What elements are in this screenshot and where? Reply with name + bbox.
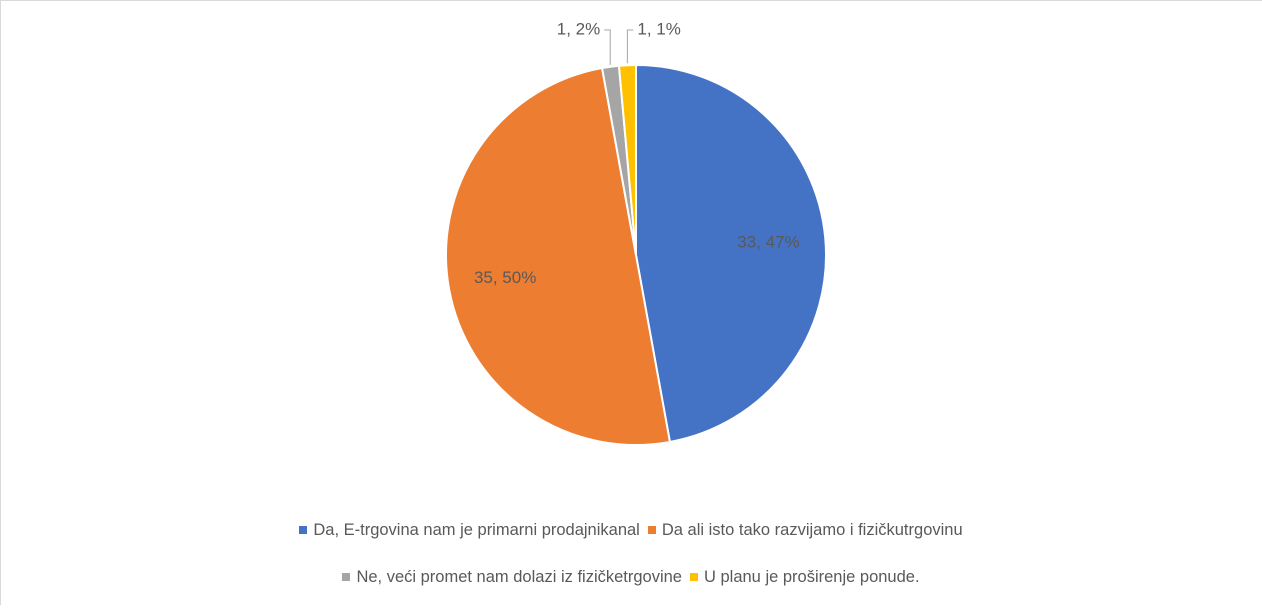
data-label: 33, 47% xyxy=(737,233,799,252)
legend-label: Da ali isto tako razvijamo i fizičkutrgo… xyxy=(662,521,963,540)
legend-item: U planu je proširenje ponude. xyxy=(690,561,920,593)
legend-label: Da, E-trgovina nam je primarni prodajnik… xyxy=(313,521,640,540)
data-label: 1, 1% xyxy=(637,19,680,38)
legend-swatch xyxy=(690,573,698,581)
leader-line xyxy=(604,30,610,65)
legend-item: Ne, veći promet nam dolazi iz fizičketrg… xyxy=(342,561,682,593)
legend-row: Ne, veći promet nam dolazi iz fizičketrg… xyxy=(0,561,1262,608)
legend-swatch xyxy=(342,573,350,581)
legend-label: Ne, veći promet nam dolazi iz fizičketrg… xyxy=(356,568,682,587)
legend-item: Da, E-trgovina nam je primarni prodajnik… xyxy=(299,514,640,546)
leader-line xyxy=(627,30,633,63)
legend-label: U planu je proširenje ponude. xyxy=(704,568,920,587)
legend-swatch xyxy=(299,526,307,534)
legend: Da, E-trgovina nam je primarni prodajnik… xyxy=(0,514,1262,608)
legend-item: Da ali isto tako razvijamo i fizičkutrgo… xyxy=(648,514,963,546)
legend-swatch xyxy=(648,526,656,534)
data-label: 1, 2% xyxy=(557,19,600,38)
legend-row: Da, E-trgovina nam je primarni prodajnik… xyxy=(0,514,1262,561)
data-label: 35, 50% xyxy=(474,268,536,287)
pie-slice xyxy=(636,65,826,442)
